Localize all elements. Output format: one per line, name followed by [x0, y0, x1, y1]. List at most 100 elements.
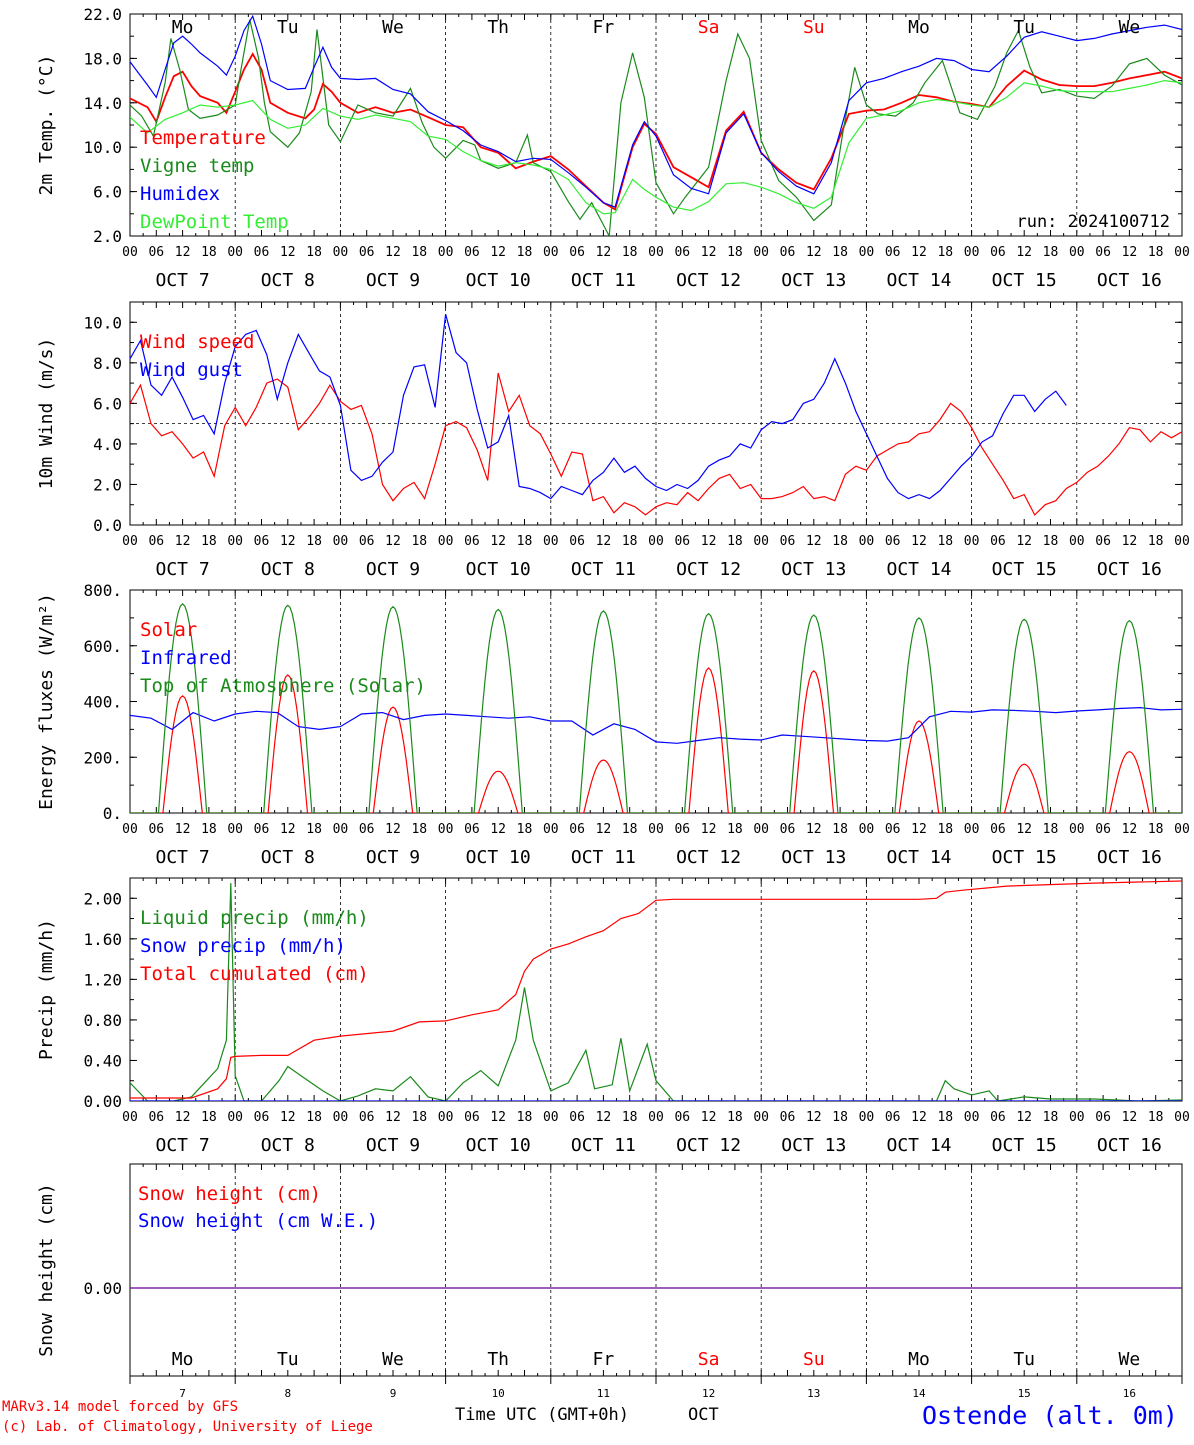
hour-tick-label: 12	[911, 534, 927, 549]
legend-entry: Total cumulated (cm)	[140, 963, 369, 985]
date-label: OCT 11	[571, 270, 636, 291]
hour-tick-label: 12	[806, 1110, 822, 1125]
day-name-label: We	[382, 1349, 404, 1370]
hour-tick-label: 00	[753, 534, 769, 549]
run-annotation: run: 2024100712	[1016, 212, 1170, 232]
hour-tick-label: 00	[648, 534, 664, 549]
hour-tick-label: 18	[1043, 245, 1059, 260]
hour-tick-label: 18	[937, 1110, 953, 1125]
day-number-label: 10	[492, 1387, 505, 1400]
series-group	[130, 14, 1182, 236]
y-tick-label: 400.	[83, 693, 122, 712]
hour-tick-label: 06	[674, 822, 690, 837]
day-number-label: 8	[284, 1387, 291, 1400]
series-line-wind-gust	[130, 314, 1067, 500]
hour-tick-label: 06	[780, 534, 796, 549]
date-label: OCT 8	[261, 270, 315, 291]
y-tick-label: 18.0	[83, 49, 122, 68]
hour-tick-label: 18	[1043, 822, 1059, 837]
hour-tick-label: 00	[753, 245, 769, 260]
hour-tick-label: 00	[227, 1110, 243, 1125]
hour-tick-label: 06	[464, 822, 480, 837]
hour-tick-label: 06	[359, 534, 375, 549]
credit-line-2: (c) Lab. of Climatology, University of L…	[2, 1419, 373, 1435]
y-tick-label: 0.	[103, 804, 122, 823]
y-tick-label: 14.0	[83, 94, 122, 113]
day-name-label: Mo	[172, 1349, 194, 1370]
day-number-label: 13	[807, 1387, 820, 1400]
hour-tick-label: 00	[333, 1110, 349, 1125]
hour-tick-label: 18	[201, 534, 217, 549]
hour-tick-label: 06	[464, 534, 480, 549]
hour-tick-label: 12	[1016, 245, 1032, 260]
series-line-vigne-temp	[130, 19, 1182, 236]
hour-tick-label: 18	[727, 1110, 743, 1125]
date-label: OCT 13	[781, 270, 846, 291]
hour-tick-label: 18	[832, 534, 848, 549]
panel-1: 2.0 6.0 10.0 14.0 18.0 22.0 2m Temp. (°C) 00 06 1…	[36, 5, 1190, 291]
hour-tick-label: 00	[648, 822, 664, 837]
hour-tick-label: 00	[333, 534, 349, 549]
day-name-label: Tu	[1013, 17, 1035, 38]
hour-tick-label: 18	[517, 245, 533, 260]
hour-tick-label: 18	[201, 245, 217, 260]
series-line-liquid-precip-mm-h-	[130, 883, 1182, 1101]
hour-tick-label: 18	[622, 245, 638, 260]
date-label: OCT 12	[676, 1135, 741, 1156]
hour-tick-label: 12	[1122, 534, 1138, 549]
hour-tick-label: 00	[1174, 1110, 1190, 1125]
date-label: OCT 12	[676, 270, 741, 291]
hour-tick-label: 12	[1122, 1110, 1138, 1125]
hour-tick-label: 06	[674, 245, 690, 260]
panel-5: 0.00 Snow height (cm) Snow height (cm) Snow…	[36, 1163, 1183, 1400]
hour-tick-label: 00	[122, 1110, 138, 1125]
legend-entry: Solar	[140, 619, 197, 641]
hour-tick-label: 18	[411, 1110, 427, 1125]
date-label: OCT 14	[886, 1135, 951, 1156]
hour-tick-label: 00	[438, 245, 454, 260]
hour-tick-label: 06	[254, 822, 270, 837]
hour-tick-label: 12	[1016, 534, 1032, 549]
hour-tick-label: 18	[832, 245, 848, 260]
series-line-top-of-atmosphere-solar-	[130, 603, 1182, 813]
day-name-label: We	[1119, 1349, 1141, 1370]
y-tick-label: 600.	[83, 637, 122, 656]
hour-tick-label: 00	[964, 534, 980, 549]
hour-tick-label: 00	[1174, 534, 1190, 549]
day-name-label: Tu	[277, 1349, 299, 1370]
hour-tick-label: 12	[490, 534, 506, 549]
time-axis-label: Time UTC (GMT+0h)	[455, 1405, 629, 1425]
y-axis-label: 10m Wind (m/s)	[36, 338, 57, 490]
hour-tick-label: 06	[1095, 245, 1111, 260]
hour-tick-label: 12	[280, 245, 296, 260]
hour-tick-label: 06	[148, 1110, 164, 1125]
y-tick-label: 6.0	[93, 183, 122, 202]
date-label: OCT 13	[781, 847, 846, 868]
hour-tick-label: 12	[701, 245, 717, 260]
hour-tick-label: 06	[780, 1110, 796, 1125]
y-tick-label: 0.0	[93, 516, 122, 535]
hour-tick-label: 00	[438, 822, 454, 837]
legend-entry: Liquid precip (mm/h)	[140, 907, 369, 929]
hour-tick-label: 12	[280, 822, 296, 837]
hour-tick-label: 12	[280, 534, 296, 549]
hour-tick-label: 12	[175, 1110, 191, 1125]
hour-tick-label: 06	[990, 822, 1006, 837]
day-name-label: We	[382, 17, 404, 38]
day-name-label: Tu	[1013, 1349, 1035, 1370]
y-tick-label: 4.0	[93, 435, 122, 454]
hour-tick-label: 18	[832, 1110, 848, 1125]
legend-entry: Vigne temp	[140, 155, 254, 177]
hour-tick-label: 18	[411, 822, 427, 837]
hour-tick-label: 06	[780, 822, 796, 837]
hour-tick-label: 00	[543, 822, 559, 837]
date-label: OCT 16	[1097, 559, 1162, 580]
y-tick-label: 0.00	[83, 1092, 122, 1111]
hour-tick-label: 00	[227, 534, 243, 549]
hour-tick-label: 06	[885, 1110, 901, 1125]
day-number-label: 12	[702, 1387, 715, 1400]
date-label: OCT 10	[466, 270, 531, 291]
hour-tick-label: 06	[990, 534, 1006, 549]
date-label: OCT 9	[366, 1135, 420, 1156]
